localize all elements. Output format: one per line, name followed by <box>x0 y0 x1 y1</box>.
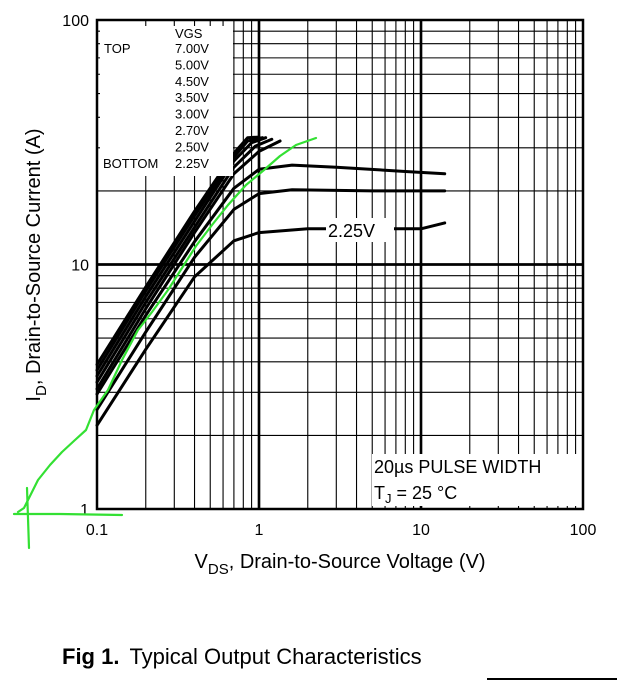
legend-entry: 3.50V <box>175 90 209 105</box>
figure-caption: Fig 1. Typical Output Characteristics <box>62 644 422 670</box>
legend-entry: 5.00V <box>175 57 209 72</box>
y-tick-label: 1 <box>80 502 89 519</box>
vgs-curve <box>95 136 264 372</box>
curve-group <box>95 135 447 427</box>
legend-top-label: TOP <box>104 41 131 56</box>
legend-title: VGS <box>175 26 203 41</box>
vgs-curve <box>95 136 268 378</box>
y-tick-label: 100 <box>62 13 89 30</box>
corner-rule <box>487 678 617 680</box>
vgs-curve <box>95 188 447 412</box>
x-tick-label: 10 <box>412 522 430 539</box>
temperature-note: TJ = 25 °C <box>374 483 457 506</box>
legend-entry: 2.70V <box>175 123 209 138</box>
pulse-width-note: 20µs PULSE WIDTH <box>374 457 541 477</box>
tick-labels: 0.1 1 10 100 1 10 100 <box>62 13 596 539</box>
handwritten-annotation <box>12 136 318 550</box>
vgs-curve <box>95 135 261 366</box>
handwritten-trace <box>16 136 318 514</box>
handwritten-cross <box>25 486 31 550</box>
figure-title: Typical Output Characteristics <box>129 644 422 669</box>
legend-entry: 7.00V <box>175 41 209 56</box>
figure-number: Fig 1. <box>62 644 120 669</box>
x-tick-label: 0.1 <box>86 522 108 539</box>
legend-entry: 4.50V <box>175 74 209 89</box>
vgs-curve <box>95 139 282 391</box>
curve-label: 2.25V <box>328 221 375 241</box>
plot-frame <box>95 18 585 511</box>
y-axis-title: ID, Drain-to-Source Current (A) <box>23 128 50 401</box>
legend-bottom-label: BOTTOM <box>103 156 158 171</box>
vgs-curve <box>95 163 447 396</box>
legend-entry: 2.25V <box>175 156 209 171</box>
y-tick-label: 10 <box>71 258 89 275</box>
note-background <box>372 454 580 506</box>
vgs-curve <box>95 221 447 427</box>
x-tick-label: 100 <box>570 522 597 539</box>
legend-background <box>100 26 233 176</box>
x-tick-label: 1 <box>255 522 264 539</box>
legend-entry: 3.00V <box>175 107 209 122</box>
legend-entry: 2.50V <box>175 139 209 154</box>
vgs-curve <box>95 137 274 384</box>
curve-label-background <box>326 218 394 242</box>
x-axis-title: VDS, Drain-to-Source Voltage (V) <box>195 551 486 578</box>
handwritten-baseline <box>12 512 124 517</box>
